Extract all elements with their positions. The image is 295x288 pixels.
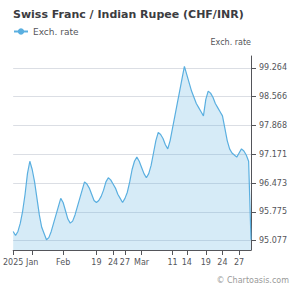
svg-text:98.566: 98.566 [259,92,287,101]
svg-text:19: 19 [201,258,211,267]
svg-text:27: 27 [234,258,244,267]
svg-text:Swiss Franc / Indian Rupee (CH: Swiss Franc / Indian Rupee (CHF/INR) [13,8,244,21]
svg-text:Mar: Mar [134,258,150,267]
svg-text:© Chartoasis.com: © Chartoasis.com [216,276,289,285]
svg-text:Exch. rate: Exch. rate [211,38,252,47]
svg-text:24: 24 [217,258,227,267]
svg-text:Exch. rate: Exch. rate [33,27,79,37]
svg-text:19: 19 [91,258,101,267]
svg-text:95.077: 95.077 [259,236,287,245]
svg-text:27: 27 [120,258,130,267]
svg-text:24: 24 [108,258,118,267]
svg-text:Jan: Jan [25,258,38,267]
svg-text:11: 11 [167,258,177,267]
svg-text:14: 14 [182,258,192,267]
svg-text:Feb: Feb [56,258,70,267]
svg-text:2025: 2025 [3,258,23,267]
svg-text:99.264: 99.264 [259,63,287,72]
svg-text:95.775: 95.775 [259,207,287,216]
svg-text:97.171: 97.171 [259,150,287,159]
svg-text:96.473: 96.473 [259,179,287,188]
svg-text:97.868: 97.868 [259,121,287,130]
